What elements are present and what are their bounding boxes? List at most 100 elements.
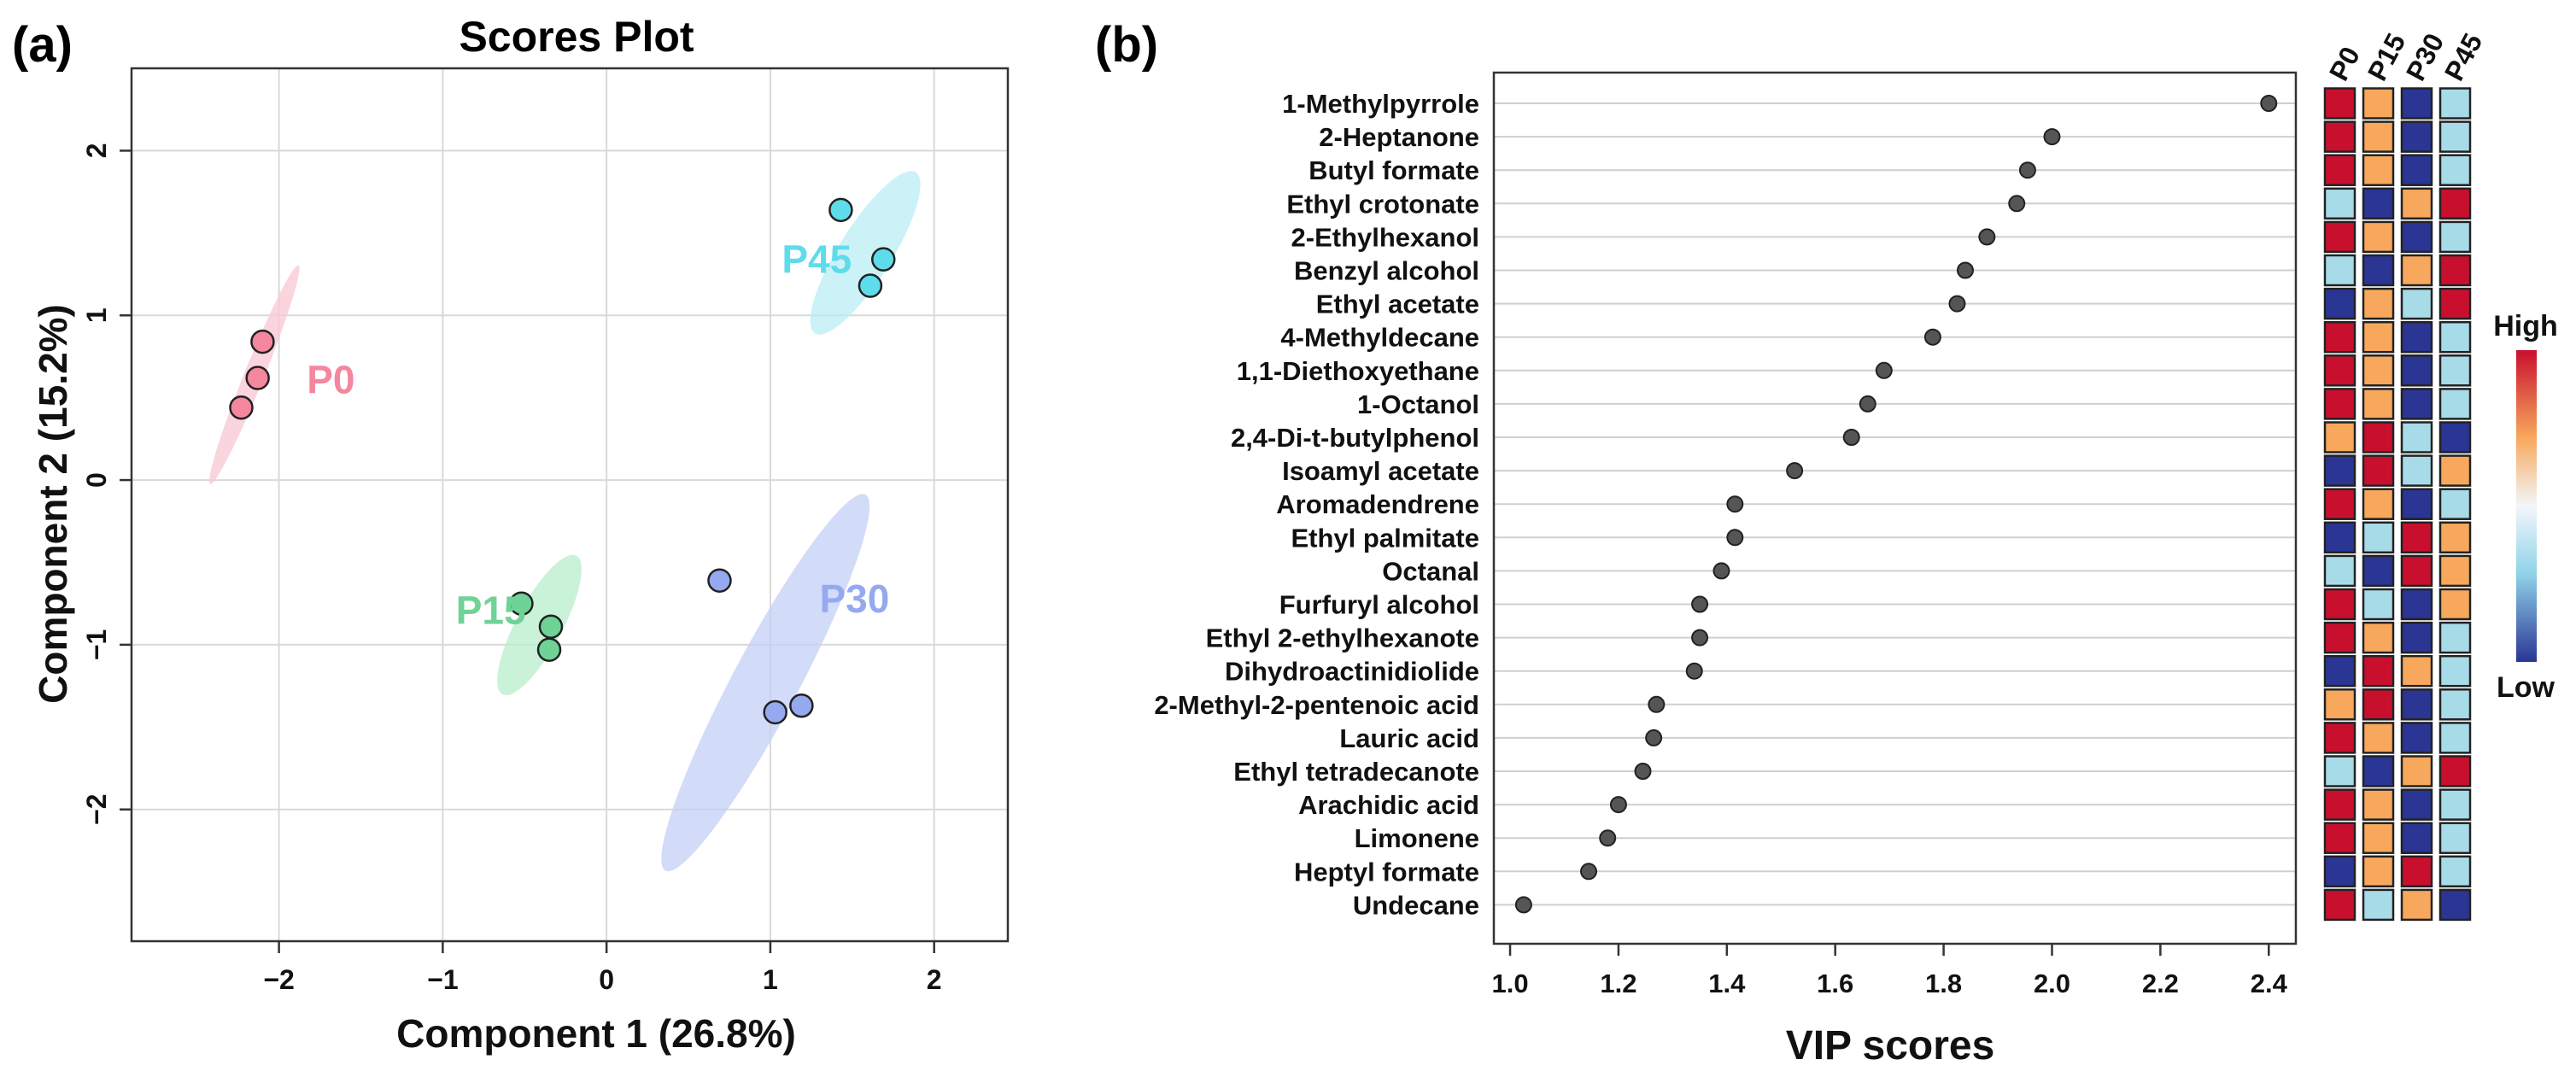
vip-score-point [2008,195,2026,213]
heatmap-cell [2400,521,2433,554]
heatmap-cell [2438,354,2472,387]
heatmap-cell [2438,454,2472,487]
heatmap-cell [2400,654,2433,688]
scores-plot-x-tick-label: 0 [599,964,614,995]
heatmap-column-label: P45 [2438,28,2489,85]
heatmap-cell [2323,722,2356,754]
compound-label: Dihydroactinidiolide [1225,657,1479,687]
heatmap-cell [2362,588,2395,621]
panel-label-b: (b) [1095,17,1158,73]
scores-plot-y-tick-label: 1 [81,307,112,323]
compound-label: Ethyl tetradecanote [1233,757,1479,787]
compound-label: Undecane [1353,890,1479,920]
heatmap-cell [2400,154,2433,186]
compound-label: Ethyl 2-ethylhexanote [1206,623,1479,653]
color-bar: High Low [2493,310,2558,704]
compound-label: Butyl formate [1308,155,1479,185]
compound-label: Furfuryl alcohol [1279,590,1479,620]
heatmap-cell [2400,287,2433,320]
compound-label: 1-Octanol [1357,389,1479,419]
vip-score-point [1726,529,1744,547]
vip-score-point [1726,495,1744,513]
heatmap-cell [2362,488,2395,520]
color-bar-low-label: Low [2497,671,2556,704]
heatmap-cell [2362,788,2395,821]
heatmap-cell [2438,187,2472,220]
score-point-p15 [509,591,534,616]
heatmap-cell [2438,755,2472,787]
heatmap-cell [2323,855,2356,888]
heatmap-cell [2400,822,2433,854]
heatmap-cell [2323,421,2356,454]
scores-plot-y-tick-label: −1 [81,629,112,660]
heatmap-cell [2438,855,2472,888]
heatmap-cell [2438,554,2472,588]
heatmap-cell [2362,87,2395,120]
scores-plot-points [229,197,896,725]
heatmap-cell [2400,354,2433,387]
heatmap-cell [2400,588,2433,621]
heatmap-cell [2323,688,2356,721]
group-label-p45: P45 [782,237,852,282]
confidence-ellipse-p30 [661,494,870,872]
compound-label: Isoamyl acetate [1282,456,1479,486]
confidence-ellipse-p45 [810,171,921,335]
heatmap-cell [2400,120,2433,153]
compound-label: 1-Methylpyrrole [1282,89,1479,119]
heatmap-cell [2438,154,2472,186]
compound-label: 2-Heptanone [1319,122,1479,152]
score-point-p45 [871,247,896,272]
vip-score-point [1691,629,1709,647]
heatmap-cell [2323,554,2356,588]
vip-score-point [1514,896,1532,914]
score-point-p45 [828,197,853,223]
vip-plot-points [1514,95,2278,914]
heatmap-cell [2323,87,2356,120]
heatmap-cell [2400,488,2433,520]
scores-plot-y-axis-label: Component 2 (15.2%) [31,304,75,704]
compound-label: 2-Ethylhexanol [1291,222,1480,252]
compound-label: Aromadendrene [1276,489,1479,519]
compound-label: Heptyl formate [1294,857,1479,887]
scores-plot-y-tick-label: 0 [81,472,112,488]
vip-plot-x-tick-label: 1.4 [1708,969,1746,998]
heatmap-cell [2323,254,2356,287]
vip-plot-x-tick-label: 2.4 [2251,969,2288,998]
heatmap-cell [2400,855,2433,888]
score-point-p45 [858,273,883,298]
heatmap-cell [2400,888,2433,922]
scores-plot-x-tick-label: −2 [263,964,294,995]
vip-score-point [1580,863,1598,881]
heatmap-cells [2323,87,2472,922]
heatmap-cell [2362,554,2395,588]
vip-score-point [1609,796,1627,814]
vip-score-point [1599,829,1617,847]
heatmap-cell [2323,521,2356,554]
heatmap-cell [2362,454,2395,487]
heatmap-cell [2438,287,2472,320]
vip-score-point [1875,361,1893,379]
vip-score-point [1712,562,1730,580]
heatmap-cell [2438,888,2472,922]
group-label-p0: P0 [307,357,354,401]
compound-label: Octanal [1382,556,1479,586]
heatmap-cell [2438,320,2472,354]
vip-plot-x-tick-label: 2.2 [2142,969,2179,998]
vip-plot-x-tick-label: 2.0 [2034,969,2070,998]
heatmap-cell [2362,822,2395,854]
heatmap-cell [2438,87,2472,120]
color-bar-gradient [2516,350,2537,662]
scores-plot-title: Scores Plot [459,13,694,61]
scores-plot-y-ticks: −2 −1 0 1 2 [81,143,132,825]
vip-plot-x-axis-label: VIP scores [1786,1023,1995,1068]
heatmap-cell [2362,755,2395,787]
scores-plot-frame [130,67,1010,943]
heatmap-cell [2323,154,2356,186]
heatmap-cell [2438,788,2472,821]
vip-plot-x-tick-label: 1.8 [1925,969,1962,998]
scores-plot-x-axis-label: Component 1 (26.8%) [396,1011,796,1056]
heatmap-cell [2438,488,2472,520]
heatmap-cell [2362,220,2395,254]
heatmap-cell [2362,388,2395,420]
